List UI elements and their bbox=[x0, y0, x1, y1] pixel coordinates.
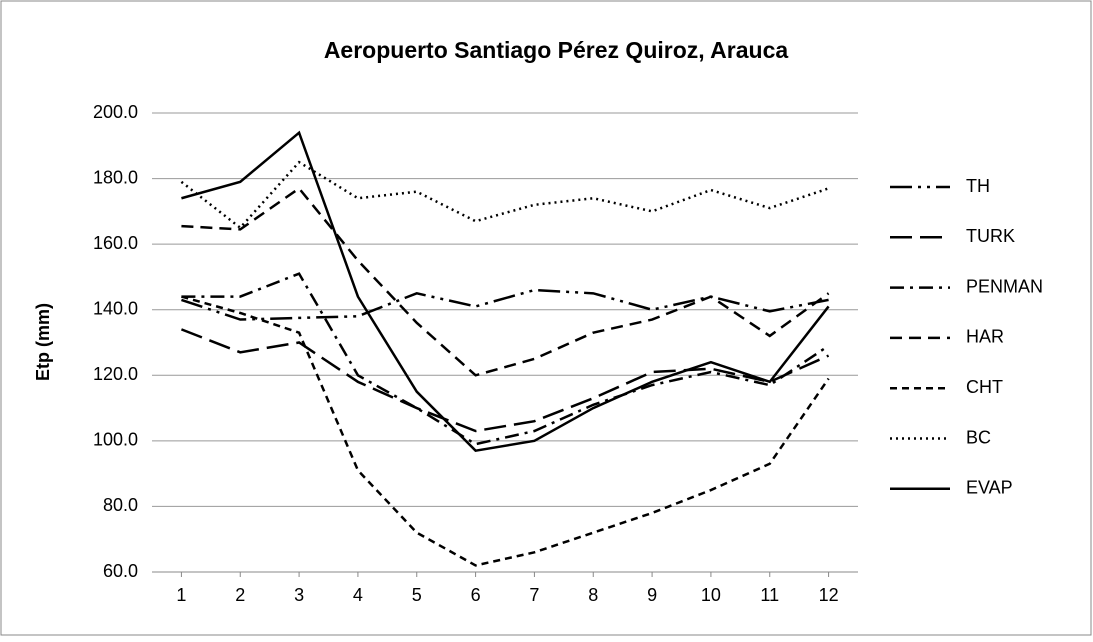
x-tick-label: 1 bbox=[176, 585, 186, 605]
legend-label: EVAP bbox=[966, 478, 1013, 498]
x-tick-label: 6 bbox=[471, 585, 481, 605]
x-tick-label: 7 bbox=[529, 585, 539, 605]
legend-label: CHT bbox=[966, 377, 1003, 397]
y-tick-label: 60.0 bbox=[103, 561, 138, 581]
y-tick-label: 200.0 bbox=[93, 102, 138, 122]
x-tick-label: 12 bbox=[819, 585, 839, 605]
x-tick-label: 3 bbox=[294, 585, 304, 605]
legend-label: HAR bbox=[966, 327, 1004, 347]
chart-title: Aeropuerto Santiago Pérez Quiroz, Arauca bbox=[324, 37, 789, 63]
x-tick-label: 2 bbox=[235, 585, 245, 605]
series-line bbox=[181, 130, 830, 453]
x-tick-label: 9 bbox=[647, 585, 657, 605]
x-tick-label: 4 bbox=[353, 585, 363, 605]
series-line bbox=[180, 328, 830, 433]
x-tick-label: 5 bbox=[412, 585, 422, 605]
y-tick-label: 160.0 bbox=[93, 233, 138, 253]
y-tick-label: 120.0 bbox=[93, 364, 138, 384]
y-tick-label: 80.0 bbox=[103, 495, 138, 515]
series-line bbox=[181, 288, 829, 321]
series-line bbox=[181, 186, 830, 377]
legend-label: BC bbox=[966, 427, 991, 447]
x-tick-label: 8 bbox=[588, 585, 598, 605]
x-tick-label: 10 bbox=[701, 585, 721, 605]
series-line bbox=[181, 295, 830, 567]
legend-label: TH bbox=[966, 176, 990, 196]
legend-label: TURK bbox=[966, 226, 1015, 246]
legend-label: PENMAN bbox=[966, 276, 1043, 296]
y-tick-label: 100.0 bbox=[93, 430, 138, 450]
x-tick-label: 11 bbox=[760, 585, 779, 605]
y-tick-label: 140.0 bbox=[93, 298, 138, 318]
y-tick-label: 180.0 bbox=[93, 167, 138, 187]
y-axis-label: Etp (mm) bbox=[33, 303, 53, 381]
